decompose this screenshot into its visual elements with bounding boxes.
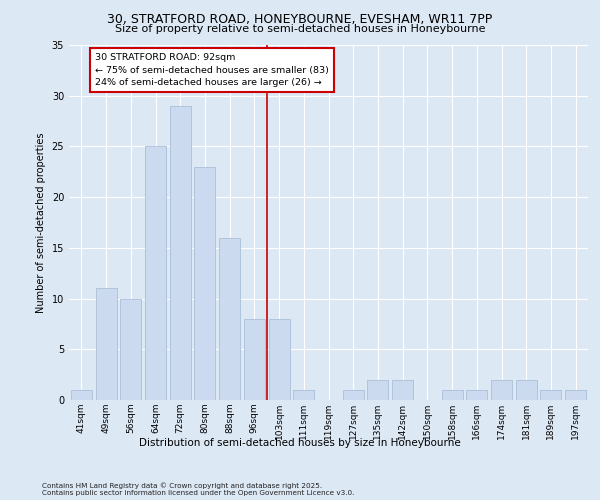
Bar xyxy=(516,380,537,400)
Text: Size of property relative to semi-detached houses in Honeybourne: Size of property relative to semi-detach… xyxy=(115,24,485,34)
Bar xyxy=(145,146,166,400)
Bar xyxy=(466,390,487,400)
Text: Contains HM Land Registry data © Crown copyright and database right 2025.: Contains HM Land Registry data © Crown c… xyxy=(42,482,322,489)
Text: Distribution of semi-detached houses by size in Honeybourne: Distribution of semi-detached houses by … xyxy=(139,438,461,448)
Bar xyxy=(71,390,92,400)
Text: 30, STRATFORD ROAD, HONEYBOURNE, EVESHAM, WR11 7PP: 30, STRATFORD ROAD, HONEYBOURNE, EVESHAM… xyxy=(107,12,493,26)
Bar xyxy=(541,390,562,400)
Text: 30 STRATFORD ROAD: 92sqm
← 75% of semi-detached houses are smaller (83)
24% of s: 30 STRATFORD ROAD: 92sqm ← 75% of semi-d… xyxy=(95,53,329,87)
Bar xyxy=(442,390,463,400)
Bar xyxy=(244,319,265,400)
Bar xyxy=(219,238,240,400)
Bar xyxy=(343,390,364,400)
Text: Contains public sector information licensed under the Open Government Licence v3: Contains public sector information licen… xyxy=(42,490,355,496)
Bar xyxy=(367,380,388,400)
Bar xyxy=(491,380,512,400)
Bar xyxy=(293,390,314,400)
Bar xyxy=(170,106,191,400)
Bar xyxy=(194,166,215,400)
Bar xyxy=(392,380,413,400)
Bar xyxy=(269,319,290,400)
Bar xyxy=(95,288,116,400)
Bar xyxy=(565,390,586,400)
Bar xyxy=(120,298,141,400)
Y-axis label: Number of semi-detached properties: Number of semi-detached properties xyxy=(36,132,46,313)
